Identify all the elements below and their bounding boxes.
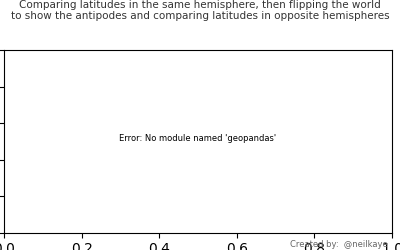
Text: Created by:  @neilkaye: Created by: @neilkaye xyxy=(290,240,388,249)
Text: Comparing latitudes in the same hemisphere, then flipping the world
to show the : Comparing latitudes in the same hemisphe… xyxy=(11,0,389,21)
Text: Error: No module named 'geopandas': Error: No module named 'geopandas' xyxy=(120,134,276,143)
